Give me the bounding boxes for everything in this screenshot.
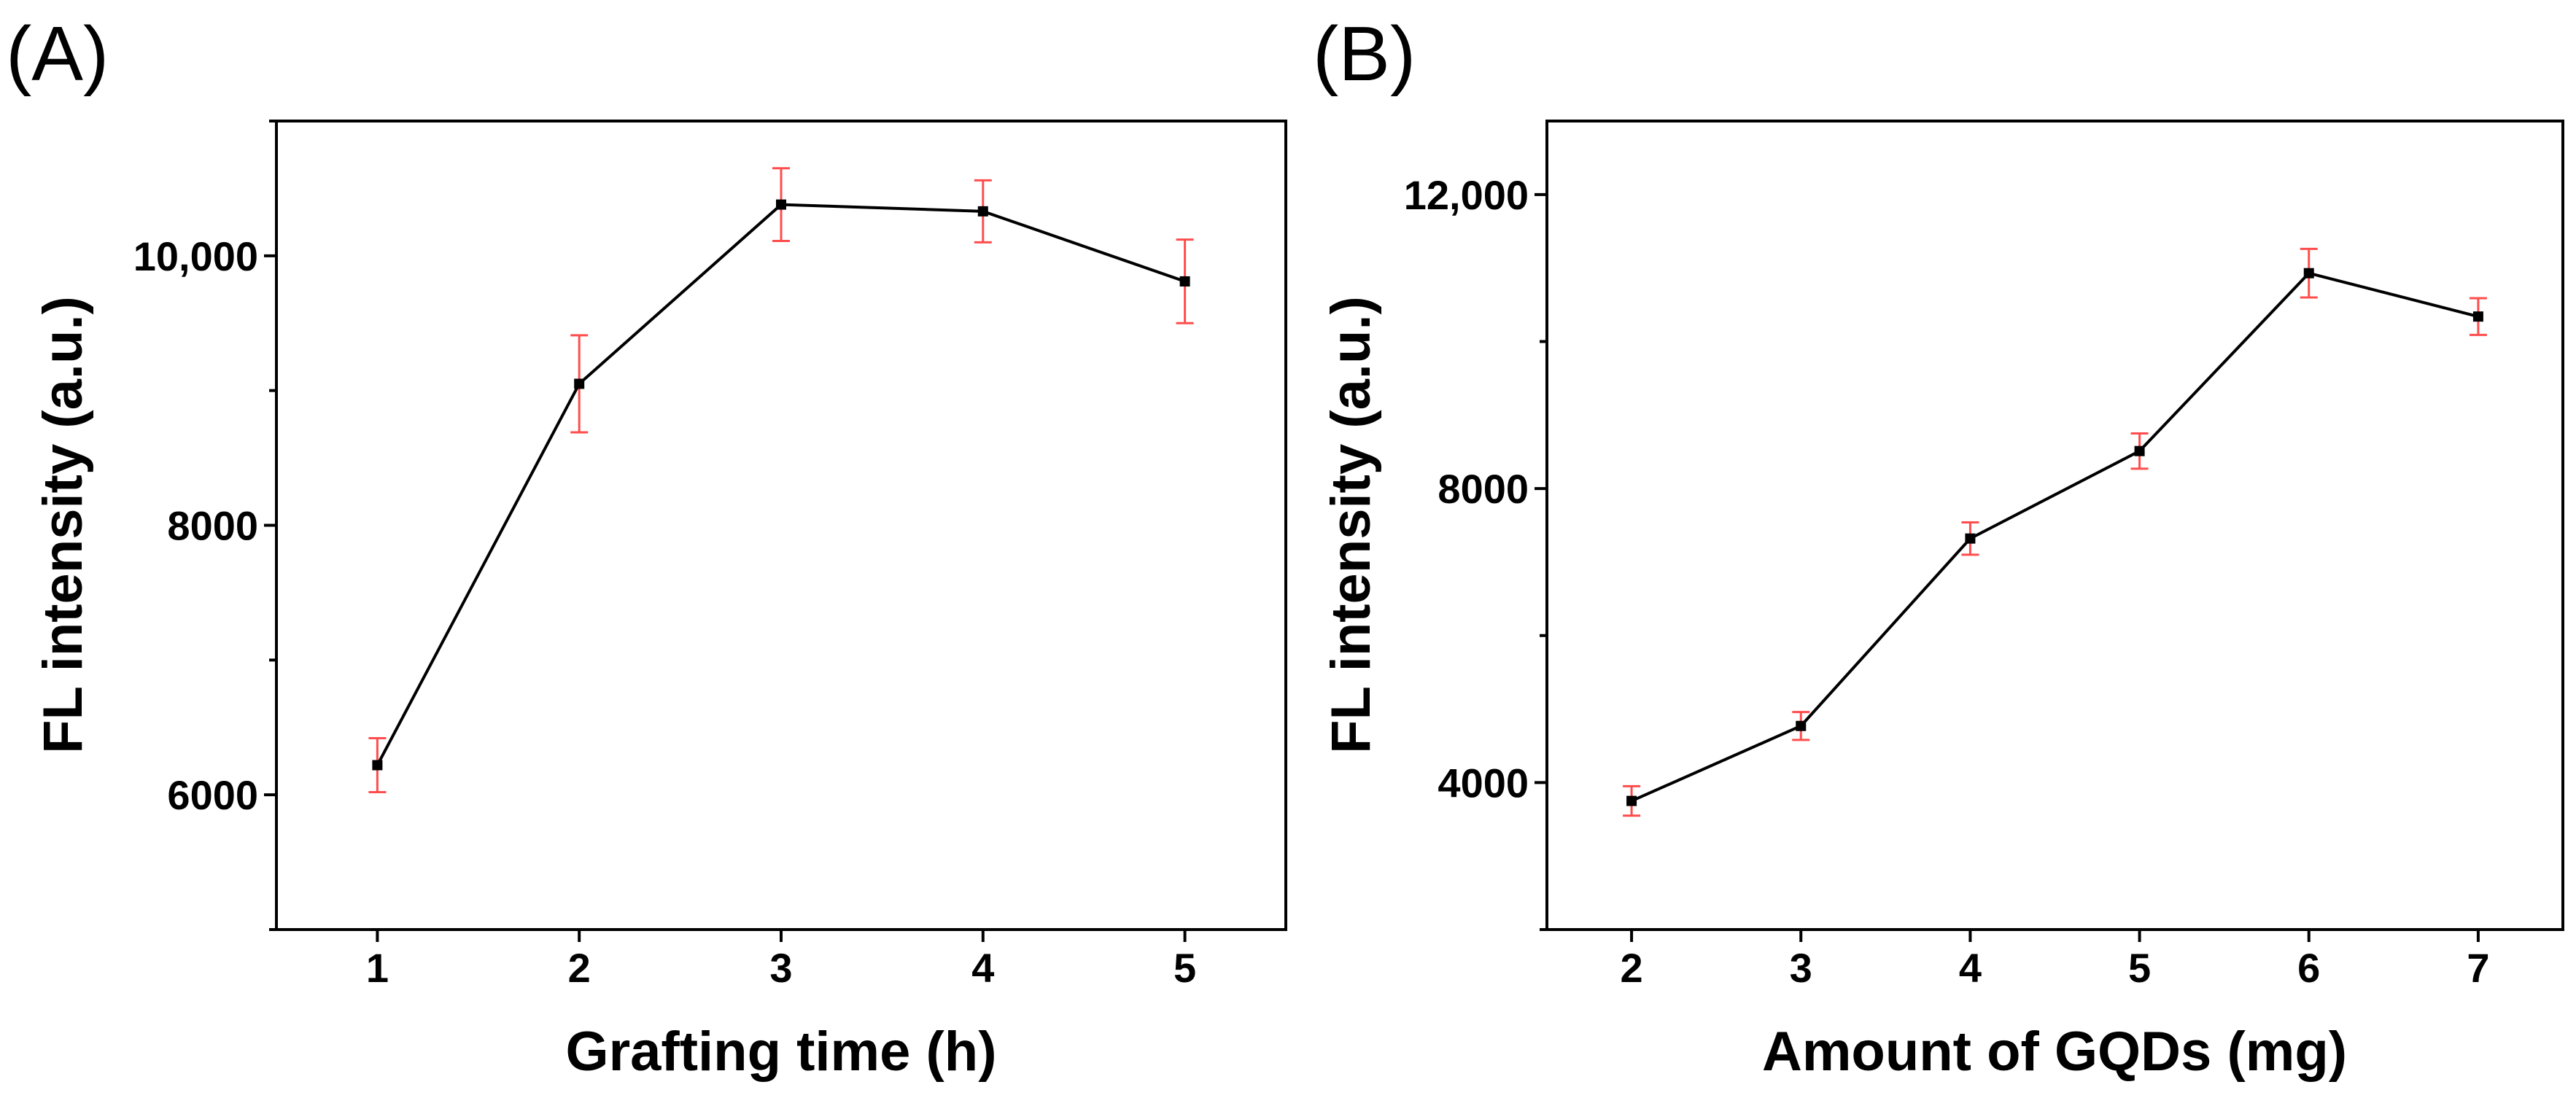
panel-a-x-axis-label: Grafting time (h) (565, 1021, 996, 1083)
panel-a-tick-labels: 1 2 3 4 5 6000 8000 10,000 (133, 233, 1196, 991)
panel-b-data-point (1796, 720, 1807, 731)
panel-a-chart: (A) 1 2 3 4 5 6000 8000 10,000 Grafting time (h… (6, 11, 1287, 1083)
panel-b-x-tick-label: 4 (1959, 945, 1982, 991)
panel-b-y-tick-label: 4000 (1438, 760, 1529, 806)
panel-b-series (1623, 247, 2487, 817)
panel-b-y-tick-label: 8000 (1438, 466, 1529, 512)
panel-b-data-point (2134, 445, 2145, 456)
panel-a-label: (A) (6, 11, 109, 97)
panel-b-x-tick-label: 5 (2128, 945, 2151, 991)
panel-b-series-line (1631, 271, 2479, 803)
panel-b-y-tick-label: 12,000 (1404, 172, 1529, 218)
panel-b-tick-labels: 2 3 4 5 6 7 4000 8000 12,000 (1404, 172, 2490, 991)
panel-a-y-tick-label: 10,000 (133, 233, 258, 279)
panel-b-tick-marks (1535, 192, 2480, 942)
panel-a-data-point (776, 199, 786, 210)
panel-a-data-point (574, 378, 585, 389)
panel-a-x-tick-label: 4 (971, 945, 994, 991)
panel-b-x-tick-label: 3 (1790, 945, 1812, 991)
panel-b-plot-frame (1545, 120, 2564, 931)
panel-b-data-point (1626, 795, 1637, 806)
panel-a-data-point (977, 206, 988, 217)
panel-a-x-tick-label: 5 (1173, 945, 1196, 991)
panel-b-x-tick-label: 7 (2467, 945, 2489, 991)
panel-a-y-tick-label: 6000 (167, 772, 258, 818)
panel-a-y-tick-label: 8000 (167, 503, 258, 549)
panel-b-x-tick-label: 2 (1621, 945, 1643, 991)
panel-a-series (368, 167, 1194, 793)
panel-b-data-point (2303, 268, 2314, 279)
panel-a-x-tick-label: 2 (568, 945, 591, 991)
panel-a-x-tick-label: 3 (769, 945, 792, 991)
panel-b-x-axis-label: Amount of GQDs (mg) (1762, 1021, 2347, 1083)
panel-b-data-point (1965, 533, 1976, 544)
panel-a-x-tick-label: 1 (366, 945, 389, 991)
panel-a-data-point (372, 760, 383, 771)
panel-b-label: (B) (1313, 11, 1416, 97)
panel-a-data-point (1179, 276, 1190, 287)
panel-b-data-point (2472, 311, 2483, 322)
panel-a-y-axis-label: FL intensity (a.u.) (32, 296, 94, 754)
panel-b-x-tick-label: 6 (2297, 945, 2320, 991)
panel-a-tick-marks (264, 120, 1187, 942)
panel-b-y-axis-label: FL intensity (a.u.) (1320, 296, 1382, 754)
panel-b-chart: (B) 2 3 4 5 6 7 4000 8000 12,000 Amount of GQDs … (1313, 11, 2564, 1083)
